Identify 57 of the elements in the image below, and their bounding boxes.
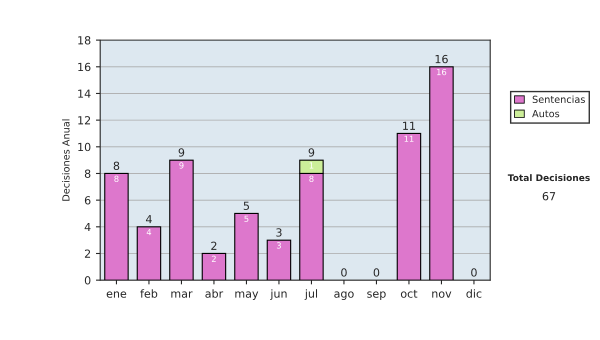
data-label: 16 <box>437 68 446 76</box>
data-label: 11 <box>404 136 414 142</box>
text: Total Decisiones <box>508 174 590 182</box>
y-tick-label: 4 <box>84 222 91 232</box>
data-label: 8 <box>309 176 314 182</box>
data-label: 5 <box>244 216 248 222</box>
y-axis-title: Decisiones Anual <box>62 119 70 201</box>
data-label: 8 <box>114 176 119 182</box>
y-tick-label: 0 <box>84 276 90 285</box>
data-label: 3 <box>276 242 281 249</box>
total-label: 4 <box>146 215 152 224</box>
y-tick-label: 18 <box>78 36 90 44</box>
x-tick-label: ene <box>106 291 126 298</box>
y-tick-label: 16 <box>78 62 90 72</box>
x-tick-label: mar <box>171 291 193 298</box>
x-tick-label: ago <box>334 291 354 300</box>
total-label: 5 <box>244 202 250 210</box>
total-label: 2 <box>211 242 216 250</box>
data-label: 2 <box>212 256 216 262</box>
data-label: 4 <box>146 229 152 236</box>
bar <box>169 160 194 280</box>
x-tick-label: feb <box>140 289 158 298</box>
bar <box>396 132 422 280</box>
y-tick-label: 14 <box>78 90 91 98</box>
legend-label: Autos <box>532 110 560 118</box>
total-label: 16 <box>436 54 448 64</box>
bar <box>136 226 162 280</box>
text: 67 <box>542 192 556 200</box>
total-label: 3 <box>276 228 282 237</box>
data-label: 1 <box>310 162 314 168</box>
total-label: 9 <box>308 148 314 157</box>
y-tick-label: 12 <box>78 116 90 124</box>
x-tick-label: dic <box>466 289 482 298</box>
bar <box>202 252 226 280</box>
bar <box>429 66 454 280</box>
total-label: 0 <box>374 268 380 277</box>
data-label: 9 <box>179 162 184 169</box>
bar <box>234 212 259 280</box>
y-tick-label: 2 <box>84 249 90 258</box>
total-label: 0 <box>341 268 347 277</box>
total-label: 11 <box>403 122 415 130</box>
x-tick-label: may <box>235 291 258 300</box>
y-tick-label: 8 <box>84 169 90 178</box>
total-label: 9 <box>178 148 184 157</box>
x-tick-label: jul <box>304 289 318 300</box>
y-tick-label: 10 <box>78 142 90 152</box>
x-tick-label: sep <box>367 291 386 300</box>
x-tick-label: abr <box>205 289 224 298</box>
legend-label: Sentencias <box>532 95 585 104</box>
bar <box>104 172 129 280</box>
total-label: 8 <box>114 162 120 170</box>
x-tick-label: nov <box>432 291 452 298</box>
x-tick-label: jun <box>270 289 287 300</box>
x-tick-label: oct <box>400 290 418 298</box>
total-label: 0 <box>471 268 477 277</box>
y-tick-label: 6 <box>84 196 90 205</box>
bar <box>266 240 292 280</box>
